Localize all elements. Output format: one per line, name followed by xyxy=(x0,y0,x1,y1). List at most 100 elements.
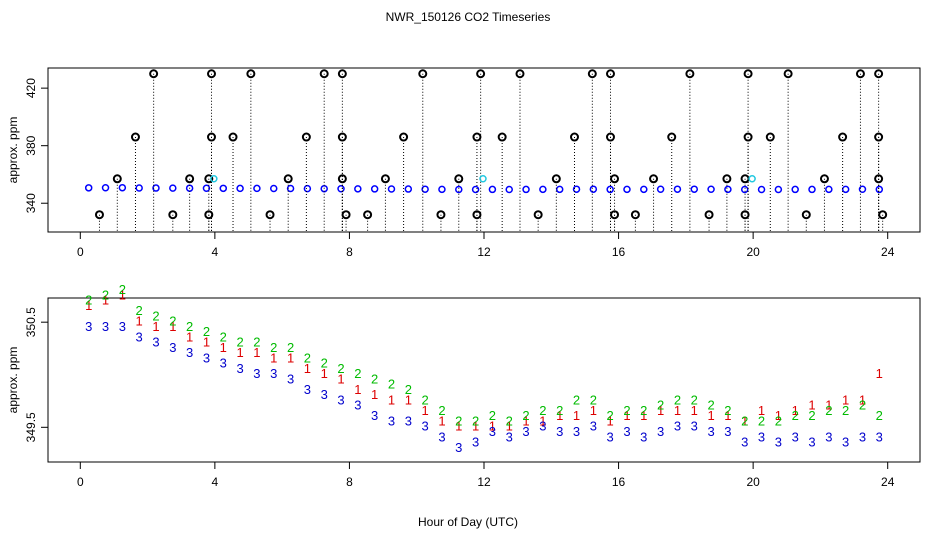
y-axis-label: approx. ppm xyxy=(6,117,20,184)
point xyxy=(476,69,486,79)
point-marker: 1 xyxy=(825,398,832,413)
point xyxy=(606,185,614,194)
point-marker: 1 xyxy=(590,403,597,418)
x-tick-label: 20 xyxy=(746,475,760,489)
x-tick-label: 16 xyxy=(612,475,626,489)
point-marker: 1 xyxy=(405,392,412,407)
point-marker: 3 xyxy=(405,413,412,428)
point-marker: 2 xyxy=(691,392,698,407)
point xyxy=(505,185,513,194)
point-marker: 1 xyxy=(186,329,193,344)
point-marker: 1 xyxy=(337,371,344,386)
point-marker: 1 xyxy=(489,419,496,434)
point-marker: 3 xyxy=(337,392,344,407)
point-marker: 3 xyxy=(455,440,462,455)
point xyxy=(610,210,620,220)
point-marker: 2 xyxy=(859,398,866,413)
point-marker: 2 xyxy=(354,366,361,381)
point-marker: 3 xyxy=(119,319,126,334)
point xyxy=(210,175,218,183)
point xyxy=(875,185,884,194)
point-marker: 3 xyxy=(792,429,799,444)
point xyxy=(748,175,756,183)
point-marker: 2 xyxy=(236,335,243,350)
y-tick-label: 380 xyxy=(24,135,38,155)
point xyxy=(673,185,682,193)
point-marker: 2 xyxy=(522,408,529,423)
point xyxy=(118,183,127,192)
x-tick-label: 24 xyxy=(881,475,895,489)
point-marker: 1 xyxy=(152,319,159,334)
point-marker: 3 xyxy=(203,350,210,365)
point-marker: 3 xyxy=(741,435,748,450)
plot-frame xyxy=(47,67,921,233)
point-marker: 2 xyxy=(876,408,883,423)
point-marker: 1 xyxy=(607,413,614,428)
point xyxy=(363,210,373,220)
point xyxy=(283,174,293,184)
point xyxy=(169,184,177,192)
point-marker: 1 xyxy=(102,293,109,308)
x-tick-label: 16 xyxy=(612,245,626,259)
point-marker: 3 xyxy=(808,435,815,450)
point xyxy=(303,184,312,193)
point xyxy=(765,132,775,142)
point-marker: 1 xyxy=(573,408,580,423)
point-marker: 3 xyxy=(506,429,513,444)
point xyxy=(704,210,714,220)
point xyxy=(551,174,561,184)
point-marker: 3 xyxy=(388,413,395,428)
y-tick-label: 340 xyxy=(24,193,38,213)
point-marker: 3 xyxy=(556,424,563,439)
point-marker: 2 xyxy=(119,282,126,297)
point-marker: 1 xyxy=(287,350,294,365)
point-marker: 3 xyxy=(136,329,143,344)
point xyxy=(471,185,480,194)
point xyxy=(858,185,867,194)
point-marker: 3 xyxy=(590,419,597,434)
x-tick-label: 4 xyxy=(212,475,219,489)
point-marker: 2 xyxy=(707,398,714,413)
point-marker: 2 xyxy=(825,403,832,418)
point-marker: 3 xyxy=(657,424,664,439)
point-marker: 1 xyxy=(371,387,378,402)
point-marker: 1 xyxy=(657,403,664,418)
point xyxy=(774,185,783,194)
x-axis-label: Hour of Day (UTC) xyxy=(418,515,518,529)
point-marker: 3 xyxy=(758,429,765,444)
point-marker: 2 xyxy=(388,377,395,392)
point xyxy=(269,184,278,193)
point-marker: 3 xyxy=(876,429,883,444)
point-marker: 1 xyxy=(691,403,698,418)
point xyxy=(555,185,564,194)
point-marker: 3 xyxy=(707,424,714,439)
point-marker: 3 xyxy=(522,424,529,439)
point-marker: 2 xyxy=(102,287,109,302)
point xyxy=(253,184,261,193)
point-marker: 3 xyxy=(85,319,92,334)
point xyxy=(874,132,884,142)
point-marker: 3 xyxy=(607,429,614,444)
point-marker: 1 xyxy=(304,361,311,376)
point xyxy=(722,174,732,184)
point-marker: 1 xyxy=(623,408,630,423)
point xyxy=(436,210,446,220)
point-marker: 2 xyxy=(489,408,496,423)
point xyxy=(404,185,413,193)
point xyxy=(724,185,732,194)
point-marker: 2 xyxy=(287,340,294,355)
point-marker: 3 xyxy=(539,419,546,434)
y-tick-label: 349.5 xyxy=(24,412,38,442)
point-marker: 2 xyxy=(455,413,462,428)
point xyxy=(515,69,525,79)
point xyxy=(265,210,275,220)
point-marker: 1 xyxy=(775,408,782,423)
point-marker: 2 xyxy=(590,392,597,407)
point-marker: 1 xyxy=(136,314,143,329)
point-marker: 2 xyxy=(422,392,429,407)
point-marker: 2 xyxy=(775,413,782,428)
point-marker: 3 xyxy=(354,398,361,413)
point xyxy=(878,210,888,220)
point-marker: 2 xyxy=(270,340,277,355)
point xyxy=(649,174,659,184)
